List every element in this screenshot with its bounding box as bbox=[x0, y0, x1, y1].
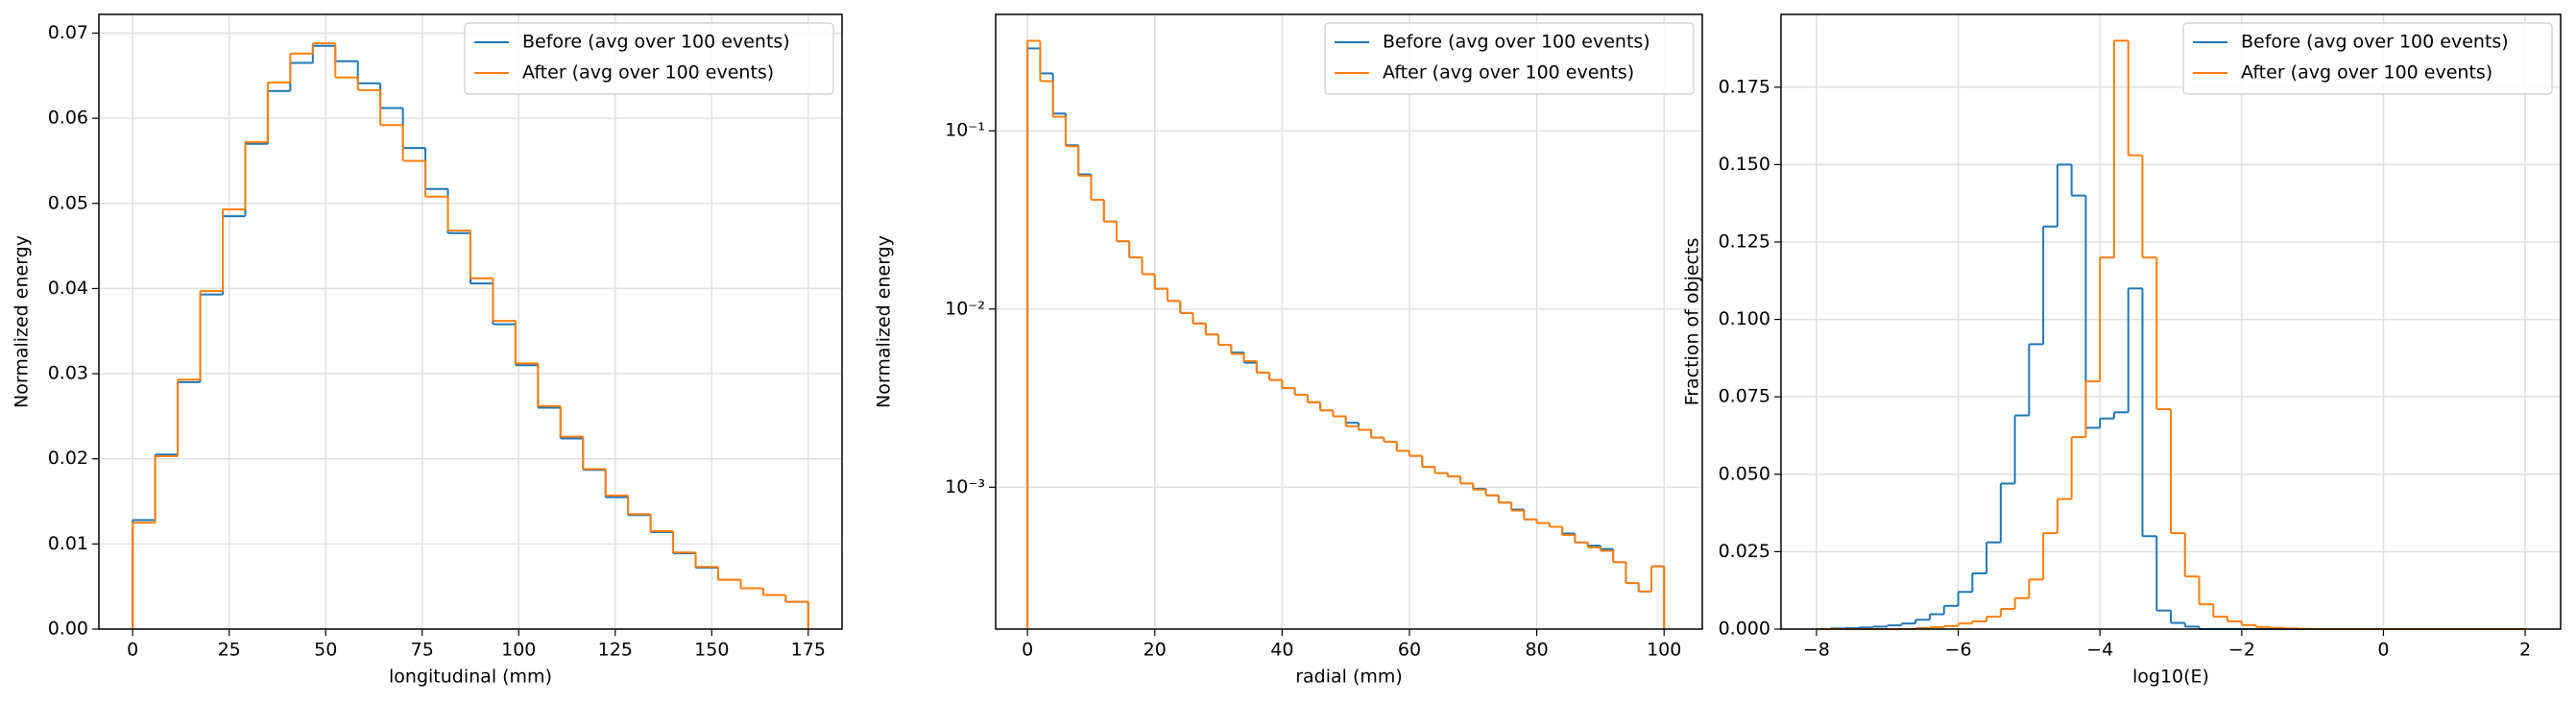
y-tick-label: 0.05 bbox=[48, 192, 88, 213]
x-axis-label: radial (mm) bbox=[1295, 667, 1403, 688]
series bbox=[132, 44, 809, 629]
y-tick-label: 0.01 bbox=[48, 533, 88, 554]
x-tick-label: 100 bbox=[501, 640, 536, 661]
x-tick-label: 0 bbox=[2377, 640, 2389, 661]
x-axis-label: log10(E) bbox=[2132, 667, 2209, 688]
x-tick-label: −4 bbox=[2086, 640, 2113, 661]
plot-frame bbox=[995, 13, 1703, 630]
series bbox=[132, 42, 809, 629]
legend-box bbox=[2182, 22, 2553, 95]
y-tick-label: 0.00 bbox=[48, 619, 88, 640]
panel: −8 −6 −4 −2 0 2 0.000 0.025 0.050 0.075 0.100 0.125… bbox=[1682, 13, 2562, 688]
x-tick-label: 175 bbox=[791, 640, 826, 661]
x-tick-label: −2 bbox=[2228, 640, 2255, 661]
y-tick-label: 0.050 bbox=[1719, 463, 1770, 484]
y-axis-label: Normalized energy bbox=[874, 235, 895, 408]
legend-label: Before (avg over 100 events) bbox=[1383, 32, 1650, 53]
x-tick-label: 20 bbox=[1144, 640, 1167, 661]
series bbox=[1026, 39, 1666, 629]
x-tick-label: 2 bbox=[2519, 640, 2531, 661]
legend-box bbox=[464, 22, 834, 95]
y-tick-label: 10⁻² bbox=[945, 298, 985, 319]
y-tick-label: 0.125 bbox=[1719, 231, 1770, 252]
y-tick-label: 0.075 bbox=[1719, 386, 1770, 407]
plot-frame bbox=[1780, 13, 2562, 630]
y-tick-label: 10⁻¹ bbox=[945, 120, 985, 141]
legend-label: After (avg over 100 events) bbox=[522, 62, 774, 84]
legend-label: After (avg over 100 events) bbox=[2241, 62, 2492, 84]
y-axis-label: Normalized energy bbox=[12, 235, 33, 408]
x-tick-label: 150 bbox=[694, 640, 729, 661]
y-tick-label: 0.04 bbox=[48, 278, 88, 299]
x-tick-label: 80 bbox=[1526, 640, 1549, 661]
y-tick-label: 0.175 bbox=[1719, 76, 1770, 97]
y-tick-label: 0.02 bbox=[48, 448, 88, 469]
panel: 0 20 40 60 80 100 10⁻³ 10⁻² 10⁻¹ radial (mm) Norma… bbox=[874, 13, 1703, 688]
x-tick-label: 75 bbox=[411, 640, 434, 661]
x-tick-label: −6 bbox=[1945, 640, 1972, 661]
x-tick-label: 60 bbox=[1398, 640, 1421, 661]
y-tick-label: 0.000 bbox=[1719, 619, 1770, 640]
x-tick-label: 0 bbox=[1022, 640, 1033, 661]
panel: 0 25 50 75 100 125 150 175 0.00 0.01 0.02 0.03 0.04 0… bbox=[12, 13, 843, 688]
y-tick-label: 0.06 bbox=[48, 108, 88, 129]
x-tick-label: 40 bbox=[1270, 640, 1293, 661]
plot-frame bbox=[98, 13, 843, 630]
series bbox=[1026, 47, 1666, 629]
legend-label: Before (avg over 100 events) bbox=[522, 32, 790, 53]
x-tick-label: 100 bbox=[1647, 640, 1681, 661]
x-tick-label: −8 bbox=[1803, 640, 1830, 661]
y-tick-label: 0.150 bbox=[1719, 154, 1770, 175]
x-tick-label: 0 bbox=[127, 640, 138, 661]
x-axis-label: longitudinal (mm) bbox=[389, 667, 552, 688]
y-tick-label: 0.025 bbox=[1719, 541, 1770, 562]
x-tick-label: 125 bbox=[598, 640, 633, 661]
series bbox=[1816, 39, 2526, 630]
y-tick-label: 10⁻³ bbox=[945, 476, 985, 498]
y-tick-label: 0.07 bbox=[48, 22, 88, 43]
y-tick-label: 0.100 bbox=[1719, 308, 1770, 329]
legend-label: After (avg over 100 events) bbox=[1383, 62, 1634, 84]
y-tick-label: 0.03 bbox=[48, 363, 88, 384]
x-tick-label: 25 bbox=[218, 640, 241, 661]
y-axis-label: Fraction of objects bbox=[1682, 238, 1703, 406]
x-tick-label: 50 bbox=[314, 640, 337, 661]
legend-label: Before (avg over 100 events) bbox=[2241, 32, 2509, 53]
legend-box bbox=[1324, 22, 1695, 95]
